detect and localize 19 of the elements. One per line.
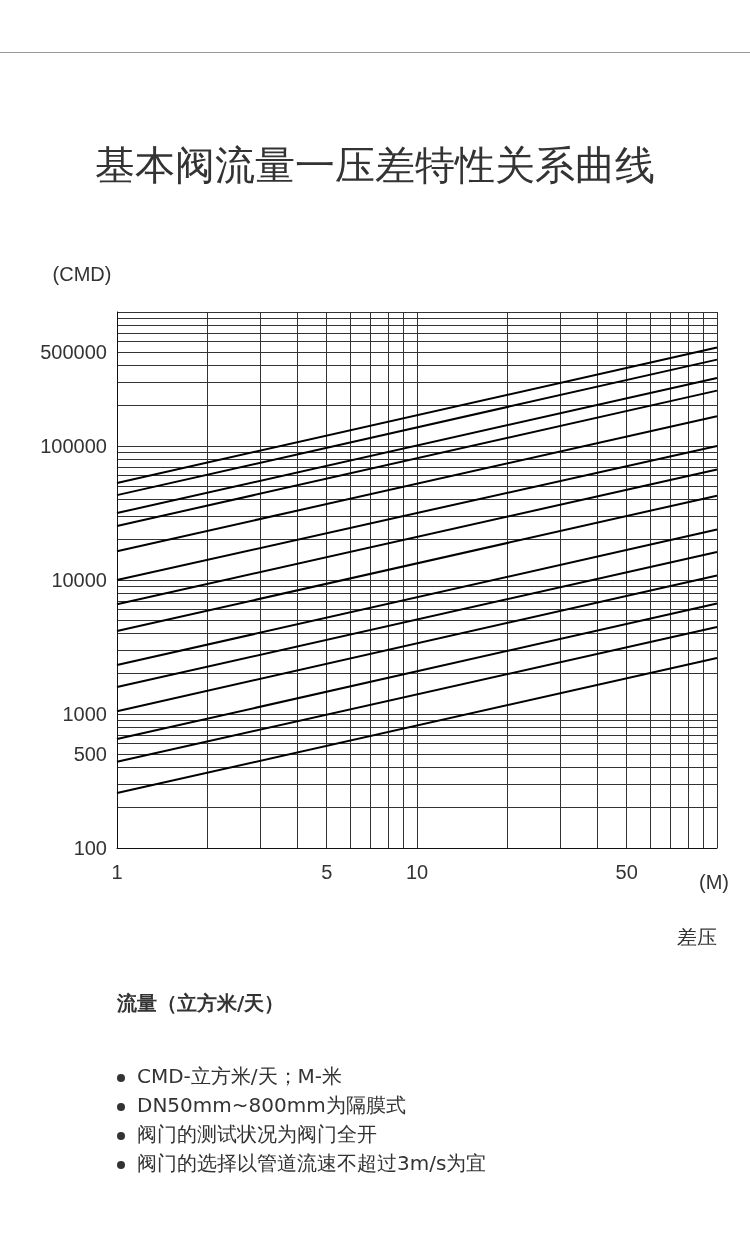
- y-tick-label: 1000: [62, 703, 107, 725]
- y-tick-label: 100000: [40, 435, 107, 457]
- y-axis-title: (CMD): [52, 263, 112, 285]
- y-tick-label: 500000: [40, 341, 107, 364]
- x-tick-label: 10: [405, 861, 429, 883]
- x-axis-title: (M): [699, 871, 729, 893]
- text: 差压: [677, 924, 717, 951]
- text: 流量（立方米/天）: [117, 990, 285, 1017]
- text: 阀门的选择以管道流速不超过3m/s为宜: [117, 1149, 487, 1178]
- y-tick-label: 10000: [51, 569, 107, 591]
- x-tick-label: 5: [321, 861, 333, 883]
- text: DN50mm~800mm为隔膜式: [117, 1091, 487, 1120]
- text: CMD-立方米/天；M-米: [117, 1062, 487, 1091]
- x-tick-label: 1: [111, 861, 123, 883]
- x-tick-label: 50: [615, 861, 638, 883]
- text: 阀门的测试状况为阀门全开: [117, 1120, 487, 1149]
- y-tick-label: 100: [73, 837, 107, 859]
- chart-title: 基本阀流量一压差特性关系曲线: [94, 141, 656, 190]
- y-tick-label: 500: [73, 743, 107, 766]
